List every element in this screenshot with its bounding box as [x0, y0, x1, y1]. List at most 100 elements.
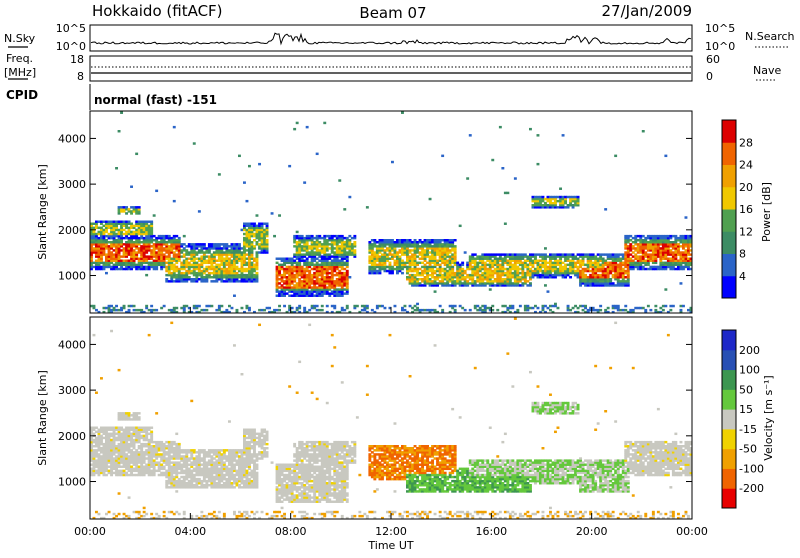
- heatmap-cell: [444, 253, 447, 255]
- heatmap-cell: [617, 309, 620, 311]
- heatmap-cell: [391, 266, 394, 268]
- heatmap-cell: [333, 235, 336, 237]
- heatmap-cell: [318, 286, 321, 288]
- heatmap-cell: [602, 268, 605, 270]
- heatmap-cell: [95, 431, 98, 433]
- heatmap-cell: [203, 262, 206, 264]
- heatmap-cell: [180, 251, 183, 253]
- heatmap-cell: [328, 266, 331, 268]
- heatmap-cell: [296, 266, 299, 268]
- heatmap-cell: [203, 247, 206, 249]
- heatmap-cell: [236, 280, 239, 282]
- heatmap-cell: [584, 268, 587, 270]
- heatmap-cell: [256, 229, 259, 231]
- heatmap-cell: [140, 453, 143, 455]
- heatmap-cell: [128, 227, 131, 229]
- heatmap-cell: [424, 253, 427, 255]
- heatmap-cell: [491, 262, 494, 264]
- heatmap-cell: [190, 243, 193, 245]
- heatmap-cell: [604, 280, 607, 282]
- heatmap-cell: [614, 155, 617, 157]
- heatmap-cell: [557, 196, 560, 198]
- heatmap-cell: [145, 427, 148, 429]
- heatmap-cell: [248, 239, 251, 241]
- heatmap-cell: [170, 272, 173, 274]
- heatmap-cell: [562, 266, 565, 268]
- heatmap-cell: [394, 260, 397, 262]
- heatmap-cell: [208, 255, 211, 257]
- heatmap-cell: [135, 449, 138, 451]
- heatmap-cell: [93, 233, 96, 235]
- power-cbar-swatch: [722, 165, 736, 188]
- heatmap-cell: [243, 181, 246, 183]
- heatmap-cell: [451, 305, 454, 307]
- heatmap-cell: [326, 247, 329, 249]
- heatmap-cell: [128, 445, 131, 447]
- heatmap-cell: [669, 251, 672, 253]
- heatmap-cell: [414, 309, 417, 311]
- heatmap-cell: [98, 237, 101, 239]
- heatmap-cell: [143, 229, 146, 231]
- heatmap-cell: [411, 243, 414, 245]
- heatmap-cell: [687, 235, 690, 237]
- heatmap-cell: [220, 276, 223, 278]
- heatmap-cell: [133, 427, 136, 429]
- heatmap-cell: [389, 268, 392, 270]
- heatmap-cell: [246, 233, 249, 235]
- heatmap-cell: [391, 258, 394, 260]
- heatmap-cell: [363, 309, 366, 311]
- heatmap-cell: [479, 280, 482, 282]
- heatmap-cell: [183, 280, 186, 282]
- heatmap-cell: [105, 235, 108, 237]
- heatmap-cell: [223, 253, 226, 255]
- heatmap-cell: [105, 459, 108, 461]
- heatmap-cell: [130, 253, 133, 255]
- heatmap-cell: [316, 290, 319, 292]
- heatmap-cell: [316, 295, 319, 297]
- heatmap-cell: [183, 247, 186, 249]
- heatmap-cell: [519, 253, 522, 255]
- cpid-label: CPID: [6, 88, 38, 102]
- heatmap-cell: [376, 270, 379, 272]
- heatmap-cell: [414, 268, 417, 270]
- heatmap-cell: [95, 453, 98, 455]
- heatmap-cell: [288, 266, 291, 268]
- heatmap-cell: [308, 276, 311, 278]
- heatmap-cell: [614, 284, 617, 286]
- heatmap-cell: [153, 251, 156, 253]
- heatmap-cell: [145, 472, 148, 474]
- heatmap-cell: [599, 264, 602, 266]
- heatmap-cell: [100, 468, 103, 470]
- heatmap-cell: [331, 239, 334, 241]
- heatmap-cell: [577, 307, 580, 309]
- heatmap-cell: [489, 288, 492, 290]
- heatmap-cell: [564, 206, 567, 208]
- heatmap-cell: [105, 307, 108, 309]
- heatmap-cell: [148, 441, 151, 443]
- heatmap-cell: [115, 464, 118, 466]
- heatmap-cell: [148, 427, 151, 429]
- heatmap-cell: [582, 305, 585, 307]
- heatmap-cell: [308, 245, 311, 247]
- heatmap-cell: [331, 280, 334, 282]
- heatmap-cell: [293, 274, 296, 276]
- heatmap-cell: [180, 272, 183, 274]
- heatmap-cell: [572, 200, 575, 202]
- heatmap-cell: [351, 251, 354, 253]
- heatmap-cell: [251, 241, 254, 243]
- heatmap-cell: [489, 280, 492, 282]
- heatmap-cell: [637, 307, 640, 309]
- heatmap-cell: [434, 270, 437, 272]
- heatmap-cell: [133, 451, 136, 453]
- heatmap-cell: [574, 262, 577, 264]
- heatmap-cell: [346, 243, 349, 245]
- heatmap-cell: [178, 276, 181, 278]
- heatmap-cell: [542, 200, 545, 202]
- heatmap-cell: [662, 268, 665, 270]
- heatmap-cell: [231, 243, 234, 245]
- heatmap-cell: [506, 280, 509, 282]
- heatmap-cell: [113, 431, 116, 433]
- heatmap-cell: [456, 266, 459, 268]
- heatmap-cell: [140, 459, 143, 461]
- heatmap-cell: [657, 243, 660, 245]
